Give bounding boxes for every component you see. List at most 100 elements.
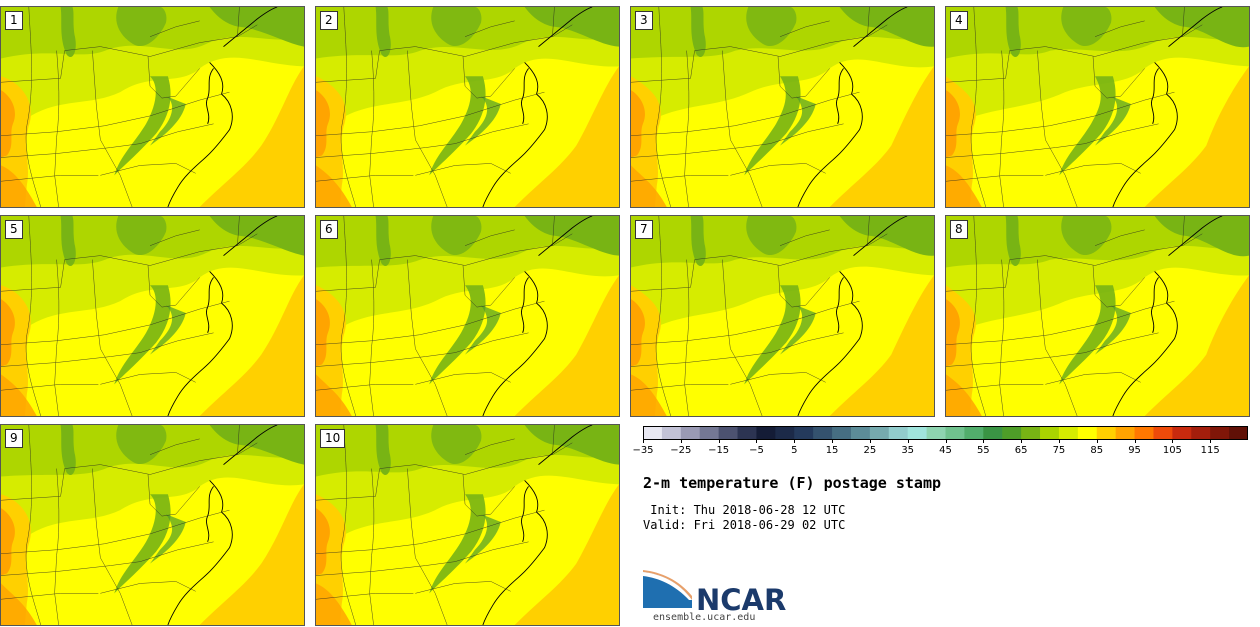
ncar-logo: NCAR	[643, 570, 786, 614]
colorbar-swatch	[775, 426, 795, 440]
colorbar-swatch	[1058, 426, 1079, 440]
colorbar-tick-label: −5	[749, 445, 764, 456]
figure-title: 2-m temperature (F) postage stamp	[643, 474, 942, 492]
colorbar-swatch	[926, 426, 946, 440]
colorbar-swatch	[945, 426, 965, 440]
temperature-map	[1, 216, 304, 416]
panel-number: 9	[5, 429, 23, 448]
map-panel-8[interactable]: 8	[945, 215, 1250, 417]
temperature-map	[946, 7, 1249, 207]
colorbar-swatch	[1021, 426, 1041, 440]
colorbar-swatch	[1096, 426, 1117, 440]
temperature-map	[631, 7, 934, 207]
colorbar-swatch	[1172, 426, 1192, 440]
map-panel-4[interactable]: 4	[945, 6, 1250, 208]
temperature-map	[1, 7, 304, 207]
panel-number: 8	[950, 220, 968, 239]
temperature-map	[631, 216, 934, 416]
colorbar-swatch	[643, 426, 663, 440]
panel-number: 2	[320, 11, 338, 30]
colorbar-tick-label: −35	[632, 445, 654, 456]
colorbar-tick	[1096, 440, 1098, 443]
colorbar-swatch	[680, 426, 701, 440]
colorbar-swatch	[1210, 426, 1230, 440]
temperature-map	[1, 425, 304, 625]
temperature-map	[316, 216, 619, 416]
colorbar-tick-label: 85	[1090, 445, 1104, 456]
colorbar-tick	[1210, 440, 1212, 443]
colorbar-tick-label: 5	[791, 445, 798, 456]
colorbar-swatches	[643, 426, 1248, 440]
panel-number: 3	[635, 11, 653, 30]
temperature-map	[946, 216, 1249, 416]
colorbar-tick-label: 65	[1014, 445, 1028, 456]
colorbar-tick	[1021, 440, 1023, 443]
map-panel-9[interactable]: 9	[0, 424, 305, 626]
colorbar-swatch	[813, 426, 833, 440]
map-panel-3[interactable]: 3	[630, 6, 935, 208]
colorbar-swatch	[1002, 426, 1022, 440]
colorbar-tick-label: −25	[670, 445, 692, 456]
colorbar-tick-label: 95	[1128, 445, 1141, 456]
temperature-map	[316, 425, 619, 625]
colorbar-tick	[756, 440, 758, 443]
colorbar-swatch	[1134, 426, 1154, 440]
colorbar-tick	[1058, 440, 1060, 443]
map-panel-2[interactable]: 2	[315, 6, 620, 208]
colorbar-tick	[1134, 440, 1136, 443]
colorbar-swatch	[850, 426, 871, 440]
colorbar-swatch	[907, 426, 928, 440]
colorbar-swatch	[661, 426, 682, 440]
colorbar-tick-label: 75	[1052, 445, 1066, 456]
colorbar-swatch	[1153, 426, 1173, 440]
colorbar-tick-label: 105	[1162, 445, 1182, 456]
map-panel-6[interactable]: 6	[315, 215, 620, 417]
colorbar-tick	[794, 440, 796, 443]
panel-number: 4	[950, 11, 968, 30]
colorbar-swatch	[794, 426, 814, 440]
colorbar-tick	[680, 440, 682, 443]
init-time: Init: Thu 2018-06-28 12 UTC	[643, 503, 846, 517]
colorbar-swatch	[1077, 426, 1098, 440]
valid-time: Valid: Fri 2018-06-29 02 UTC	[643, 518, 846, 532]
colorbar-swatch	[756, 426, 776, 440]
panel-number: 7	[635, 220, 653, 239]
map-panel-1[interactable]: 1	[0, 6, 305, 208]
logo-text: NCAR	[696, 583, 786, 614]
colorbar-tick	[718, 440, 720, 443]
colorbar-swatch	[964, 426, 984, 440]
colorbar-tick-label: 35	[901, 445, 915, 456]
colorbar-tick	[832, 440, 834, 443]
map-panel-10[interactable]: 10	[315, 424, 620, 626]
panel-number: 1	[5, 11, 23, 30]
colorbar-tick	[945, 440, 947, 443]
colorbar-swatch	[869, 426, 890, 440]
colorbar-swatch	[983, 426, 1003, 440]
colorbar-swatch	[737, 426, 757, 440]
colorbar-tick	[983, 440, 985, 443]
colorbar-swatch	[888, 426, 909, 440]
colorbar-tick-label: 15	[825, 445, 839, 456]
colorbar-tick-label: 115	[1200, 445, 1220, 456]
logo-url: ensemble.ucar.edu	[653, 612, 756, 623]
colorbar-tick-label: 25	[863, 445, 877, 456]
panel-number: 10	[320, 429, 346, 448]
colorbar-tick-label: 55	[976, 445, 990, 456]
colorbar: −35 −25 −15 −5 5 15 25 35 45 55 65 75 85 95 105 115	[632, 426, 1248, 462]
colorbar-tick	[1172, 440, 1174, 443]
map-panel-7[interactable]: 7	[630, 215, 935, 417]
colorbar-frame	[643, 426, 1248, 440]
colorbar-tick-label: −15	[708, 445, 730, 456]
colorbar-swatch	[1115, 426, 1136, 440]
panel-number: 6	[320, 220, 338, 239]
panel-number: 5	[5, 220, 23, 239]
colorbar-swatch	[1229, 426, 1248, 440]
map-panel-5[interactable]: 5	[0, 215, 305, 417]
colorbar-tick	[869, 440, 871, 443]
colorbar-swatch	[1040, 426, 1060, 440]
colorbar-swatch	[832, 426, 852, 440]
colorbar-swatch	[699, 426, 720, 440]
colorbar-swatch	[1191, 426, 1211, 440]
colorbar-tick	[643, 440, 644, 443]
temperature-map	[316, 7, 619, 207]
